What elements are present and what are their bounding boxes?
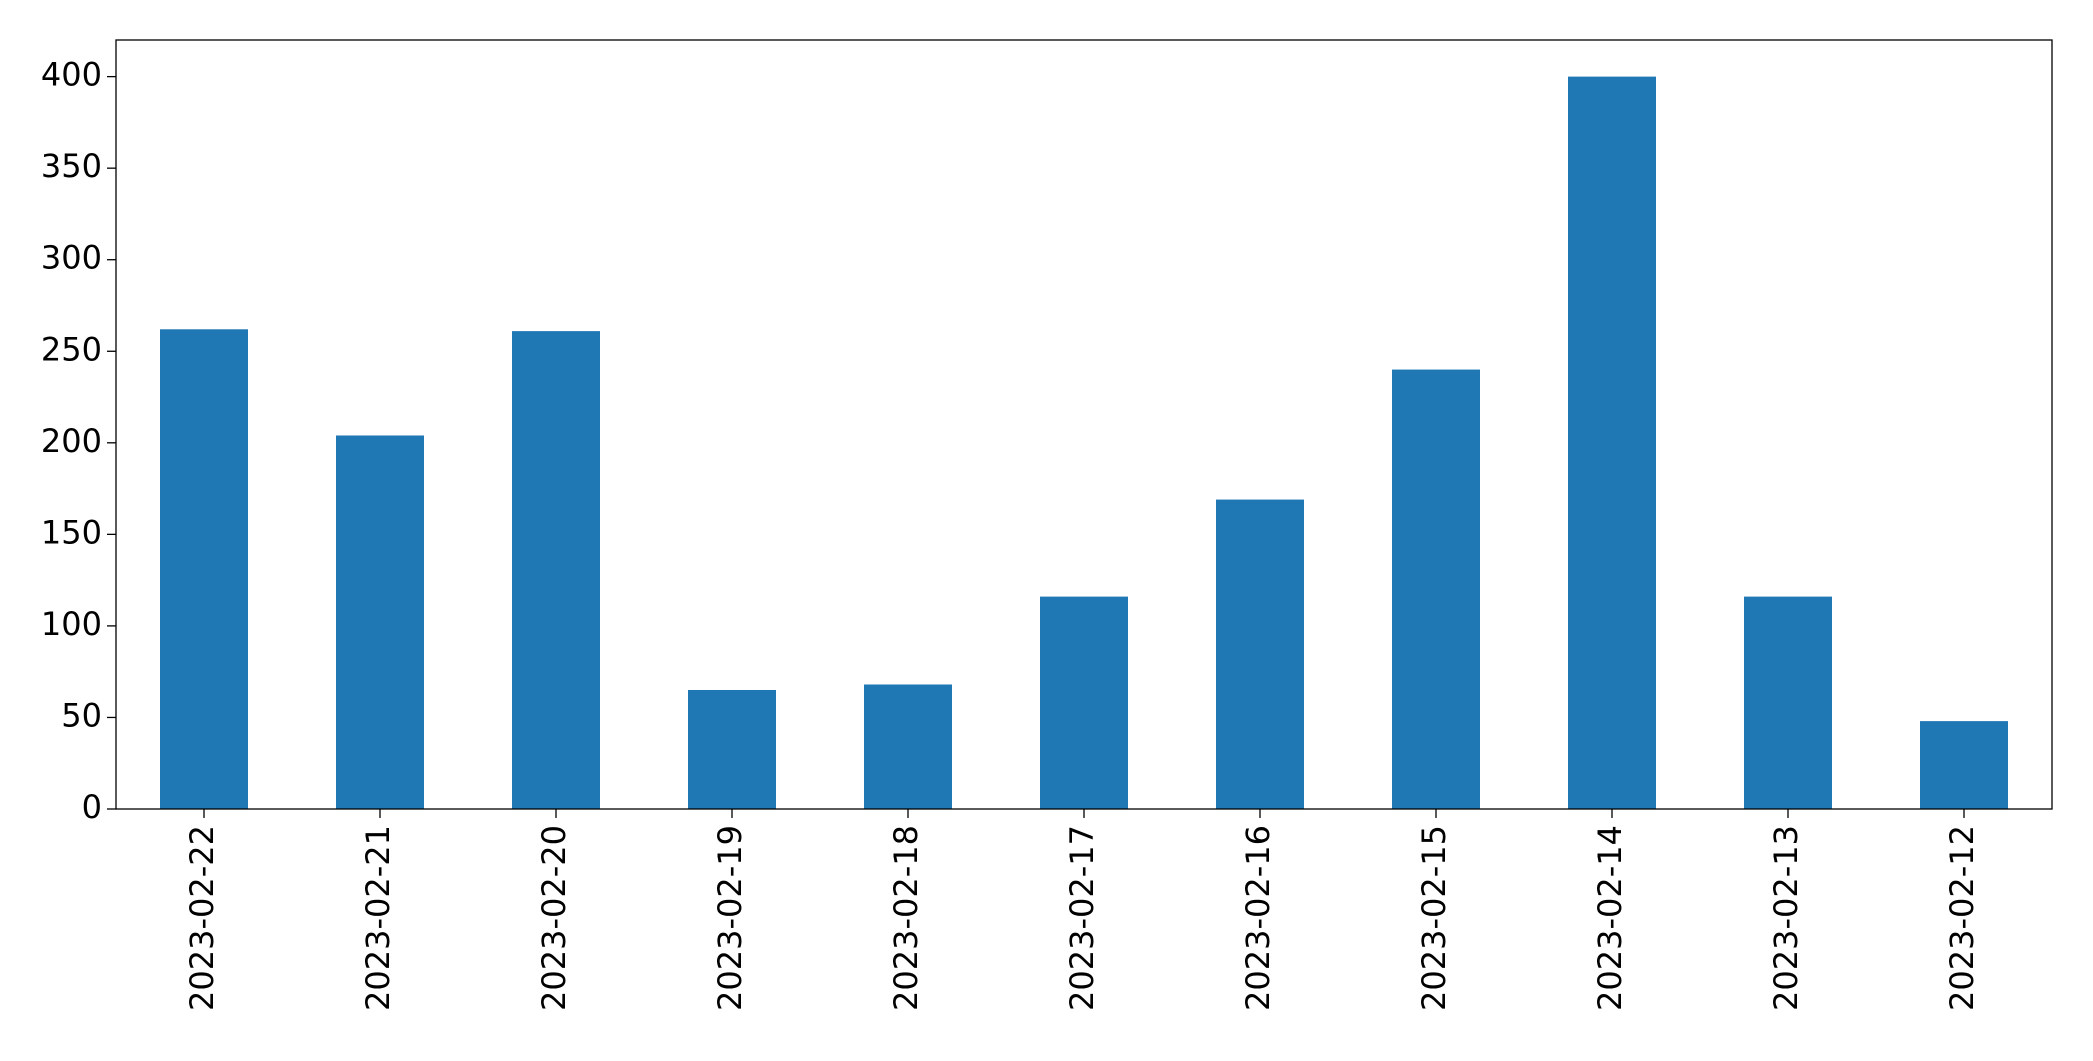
- x-tick-label: 2023-02-20: [535, 825, 573, 1011]
- y-tick-label: 50: [61, 696, 102, 734]
- bar: [1392, 369, 1480, 809]
- y-tick-label: 250: [41, 330, 102, 368]
- bar: [1568, 76, 1656, 810]
- y-tick-label: 100: [41, 605, 102, 643]
- x-tick-label: 2023-02-21: [359, 825, 397, 1011]
- bar: [1040, 596, 1128, 809]
- x-tick-label: 2023-02-15: [1415, 825, 1453, 1011]
- plot-frame: [115, 39, 2053, 810]
- bar: [864, 684, 952, 809]
- y-tick-label: 350: [41, 147, 102, 185]
- y-tick-label: 0: [82, 788, 102, 826]
- bar: [512, 331, 600, 809]
- bar: [1920, 721, 2008, 809]
- y-tick-label: 400: [41, 56, 102, 94]
- y-tick-label: 300: [41, 239, 102, 277]
- x-tick-label: 2023-02-12: [1943, 825, 1981, 1011]
- x-tick-label: 2023-02-17: [1063, 825, 1101, 1011]
- y-tick-label: 200: [41, 422, 102, 460]
- x-tick-label: 2023-02-14: [1591, 825, 1629, 1011]
- bar: [1744, 596, 1832, 809]
- bar: [160, 329, 248, 809]
- x-tick-label: 2023-02-13: [1767, 825, 1805, 1011]
- x-tick-label: 2023-02-22: [183, 825, 221, 1011]
- bar: [336, 435, 424, 809]
- x-tick-label: 2023-02-18: [887, 825, 925, 1011]
- bar: [688, 689, 776, 809]
- x-tick-label: 2023-02-16: [1239, 825, 1277, 1011]
- x-tick-label: 2023-02-19: [711, 825, 749, 1011]
- y-tick-label: 150: [41, 513, 102, 551]
- bar: [1216, 499, 1304, 809]
